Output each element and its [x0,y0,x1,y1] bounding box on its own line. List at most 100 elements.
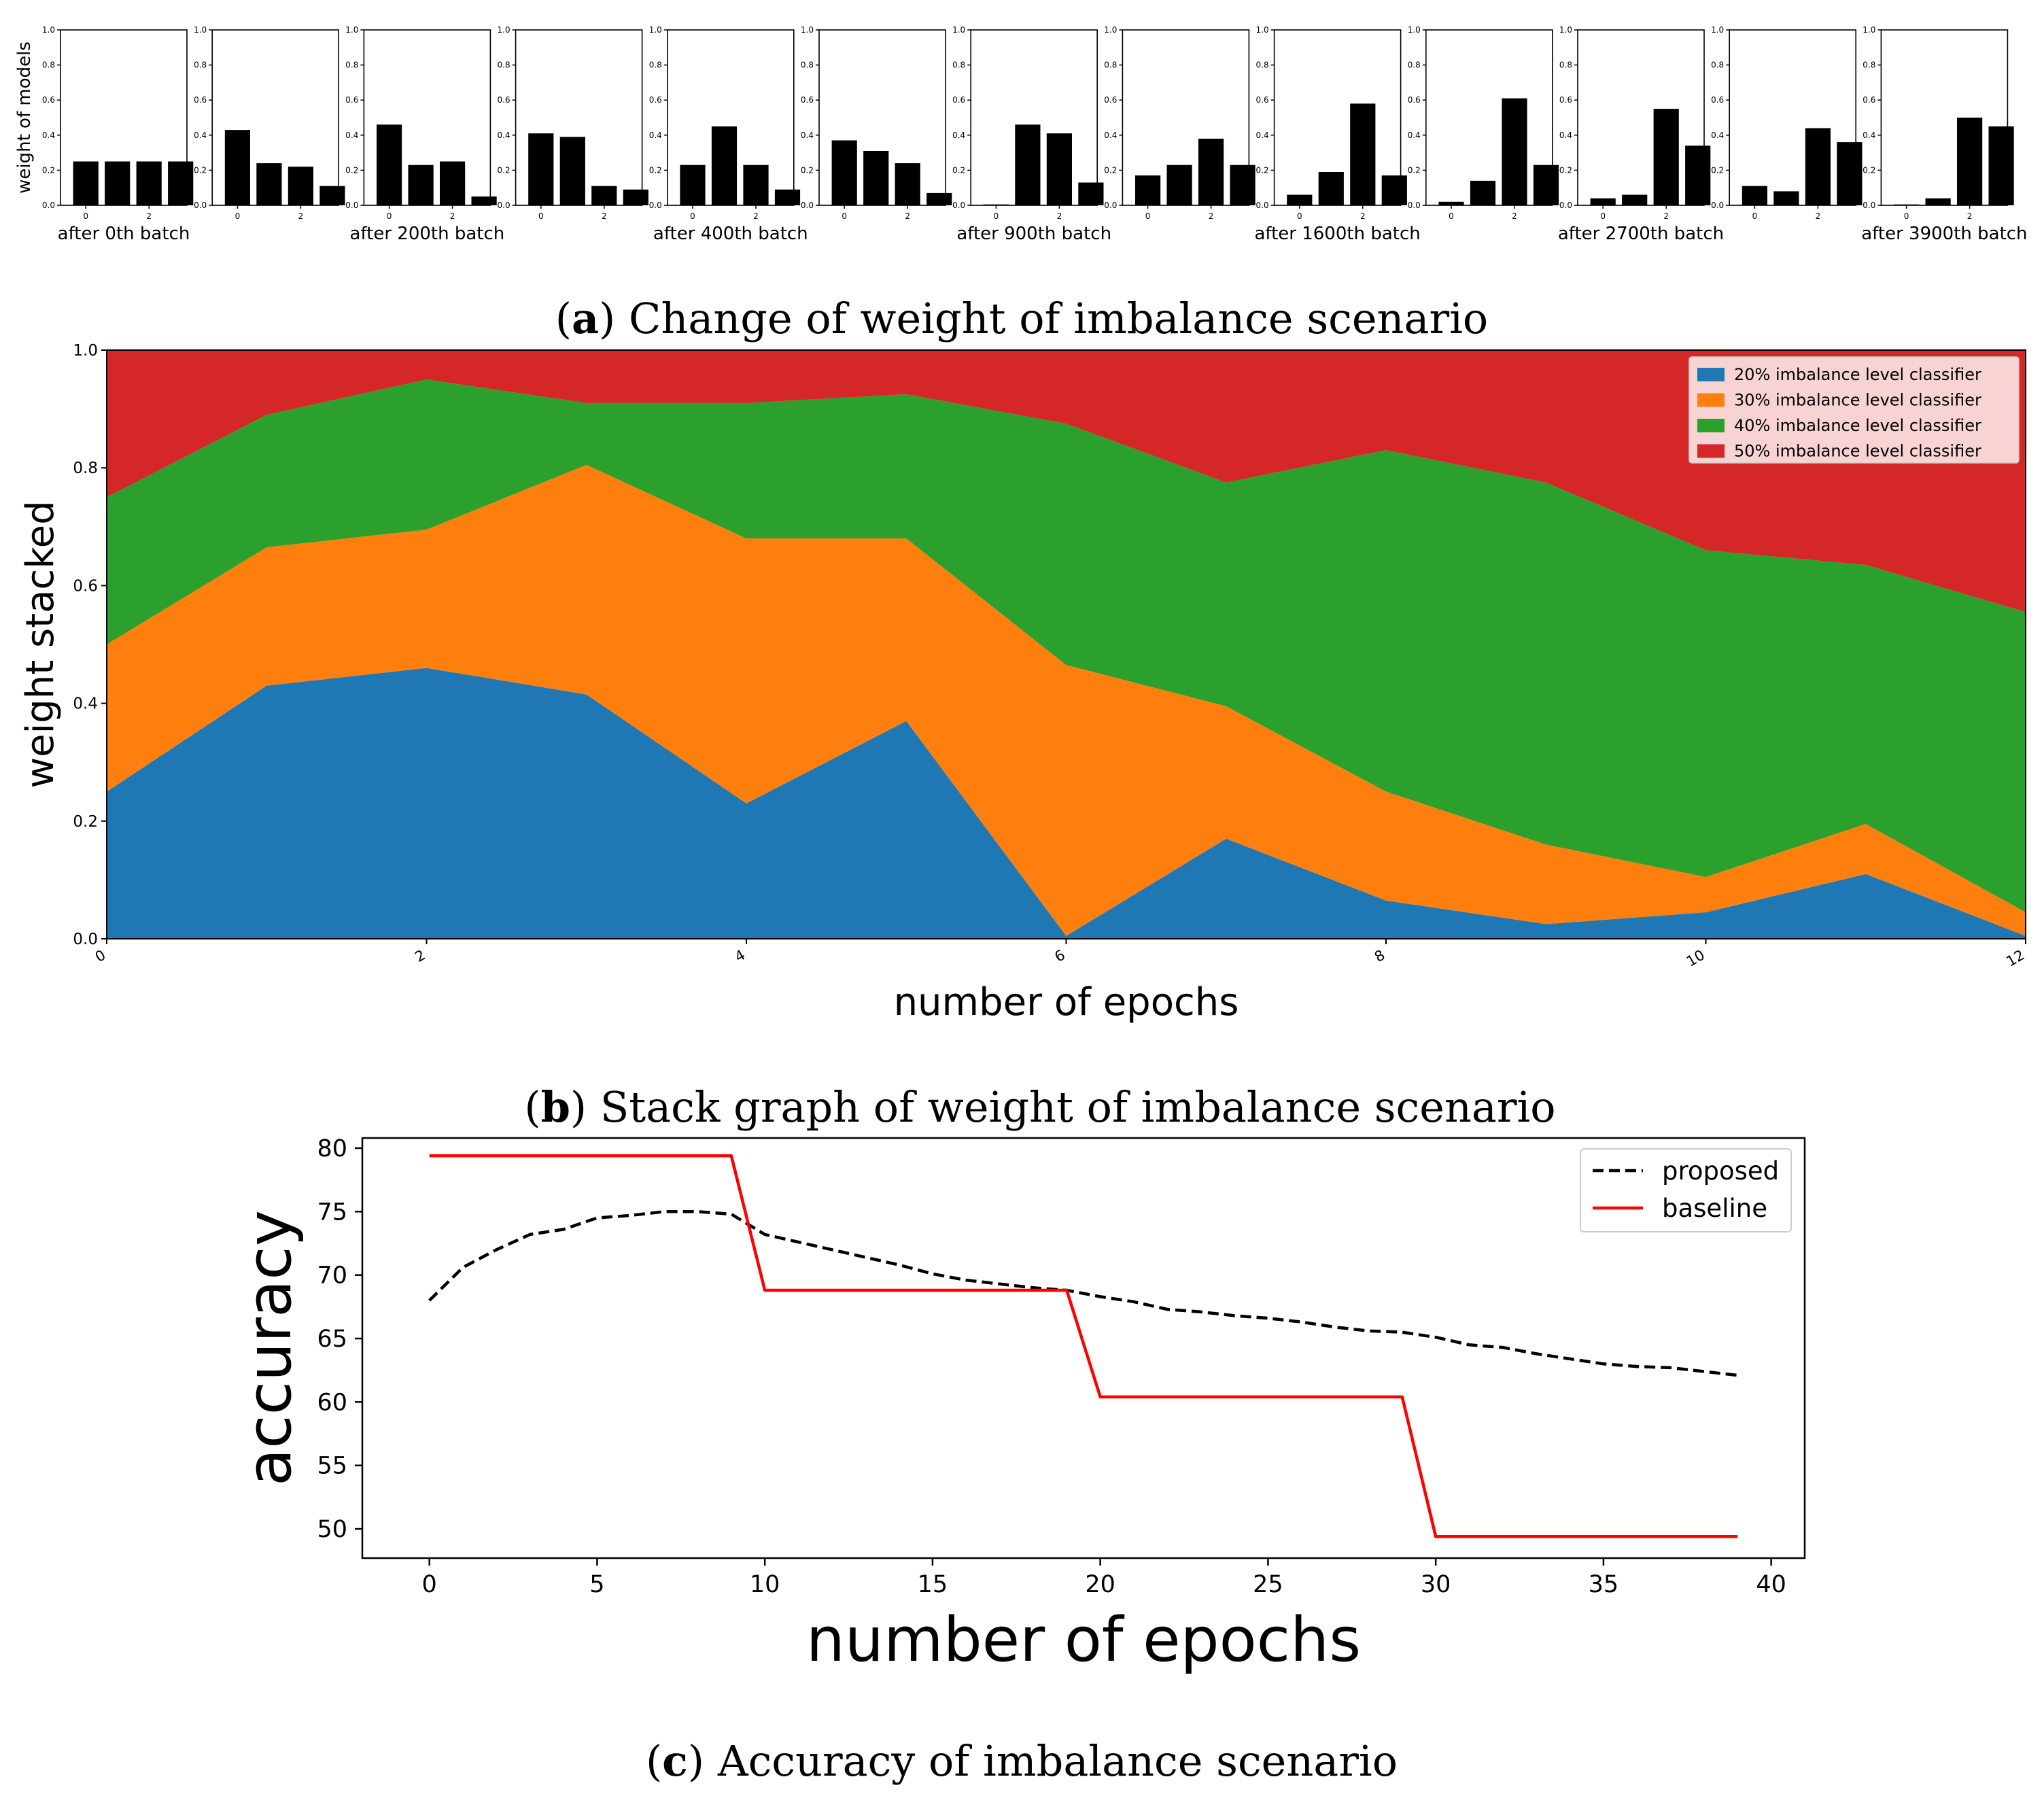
chart-a-bar [1046,133,1072,205]
chart-b-ytick-label: 0.8 [73,460,98,477]
chart-a-ytick-label: 0.6 [345,95,358,105]
chart-a-ytick-label: 0.8 [952,61,965,70]
chart-a-ytick-label: 0.2 [649,165,662,175]
chart-c-xlabel: number of epochs [806,1604,1361,1676]
chart-a-bar [471,196,497,205]
chart-a-ytick-label: 1.0 [649,25,662,35]
chart-a-axes-frame [60,29,188,206]
chart-a-ytick-label: 0.2 [1104,165,1117,175]
chart-b-legend-swatch-3 [1697,419,1725,432]
chart-a-ytick-label: 0.0 [1711,201,1724,210]
chart-a-bar [559,137,585,205]
chart-a-bar [319,186,345,205]
chart-a-ytick-label: 0.6 [649,95,662,105]
chart-a-xtick-label: 0 [1904,211,1909,221]
chart-b-xtick-label: 8 [1372,947,1388,965]
chart-c-xtick-label: 30 [1421,1571,1451,1598]
chart-a-ytick-label: 0.2 [1711,165,1724,175]
chart-b-ylabel: weight stacked [18,500,63,788]
chart-a-xtick-label: 0 [994,211,999,221]
chart-a-panel-label: after 2700th batch [1558,224,1724,244]
chart-a-ytick-label: 0.0 [1256,201,1269,210]
chart-a-panel-label: after 900th batch [956,224,1111,244]
chart-a-ytick-label: 0.2 [1256,165,1269,175]
chart-a-ytick-label: 1.0 [345,25,358,35]
chart-a-ytick-label: 0.4 [1408,131,1421,140]
chart-a-axes-frame [515,29,643,206]
chart-a-bar-panels: 0.0 0.2 0.4 0.6 0.8 1.0 0 2 after 0th batch 0.0 0.… [14,25,2028,244]
chart-b-legend [1688,356,2020,464]
chart-c-ytick-label: 60 [317,1389,347,1416]
chart-a-ytick-label: 1.0 [1408,25,1421,35]
chart-a-ytick-label: 0.2 [952,165,965,175]
chart-a-xtick-label: 2 [905,211,910,221]
chart-b-ytick-label: 0.0 [73,931,98,948]
chart-a-bar [1622,194,1648,205]
chart-a-bar [168,161,194,205]
chart-c-ylabel: accuracy [234,1210,305,1486]
chart-b-ytick-label: 0.4 [73,695,98,713]
chart-a-ytick-label: 0.6 [194,95,207,105]
chart-a-ytick-label: 0.4 [1711,131,1724,140]
chart-a-bar [926,192,952,205]
chart-a-panel-label: after 3900th batch [1861,224,2027,244]
chart-b-legend-swatch-1 [1697,368,1725,381]
chart-a-xtick-label: 0 [1600,211,1606,221]
caption-b-letter: b [541,1082,570,1132]
chart-a-bar [1166,165,1192,205]
chart-b-ytick-label: 0.6 [73,577,98,595]
chart-a-bar [1742,186,1767,205]
chart-a-xtick-label: 0 [235,211,241,221]
chart-a-xtick-label: 0 [1449,211,1454,221]
chart-b-xtick-label: 4 [732,947,748,965]
chart-c-ytick-label: 65 [317,1326,347,1353]
chart-a-bar [1925,198,1951,205]
chart-a-ytick-label: 0.4 [1863,131,1875,140]
chart-a-axes-frame [1577,29,1705,206]
chart-a-xtick-label: 2 [753,211,759,221]
chart-a-ytick-label: 0.6 [1863,95,1875,105]
chart-a-bar [1135,175,1161,205]
chart-a-bar [831,140,857,205]
chart-c-legend-label-baseline: baseline [1662,1194,1767,1223]
chart-a-ytick-label: 0.0 [1408,201,1421,210]
chart-a-ytick-label: 1.0 [498,25,510,35]
chart-a-panel-label: after 0th batch [58,224,190,244]
chart-a-ytick-label: 1.0 [952,25,965,35]
chart-a-axes-frame [1425,29,1553,206]
chart-a-ytick-label: 0.2 [194,165,207,175]
chart-a-bar [528,133,554,205]
chart-a-ytick-label: 1.0 [42,25,55,35]
chart-a-axes-frame [1122,29,1250,206]
chart-a-ytick-label: 0.8 [345,61,358,70]
chart-a-ytick-label: 0.2 [1408,165,1421,175]
chart-a-bar [1653,109,1679,205]
chart-c-xtick-label: 40 [1756,1571,1786,1598]
chart-b-stacked-area: 0.0 0.2 0.4 0.6 0.8 1.0 0 2 4 6 8 10 12 number of epo… [18,342,2028,1024]
chart-a-ytick-label: 0.8 [1256,61,1269,70]
chart-a-xtick-label: 2 [1209,211,1214,221]
chart-b-legend-label-4: 50% imbalance level classifier [1734,442,1981,461]
chart-a-ytick-label: 0.6 [1559,95,1572,105]
chart-b-ytick-label: 0.2 [73,813,98,831]
chart-a-ytick-label: 1.0 [1863,25,1875,35]
chart-c-ytick-label: 50 [317,1516,347,1543]
chart-a-bar [591,186,617,205]
chart-a-panel-label: after 200th batch [350,224,505,244]
chart-a-axes-frame [818,29,946,206]
chart-a-ytick-label: 0.0 [498,201,510,210]
chart-b-ytick-label: 1.0 [73,342,98,360]
chart-c-xtick-label: 35 [1589,1571,1619,1598]
chart-a-ytick-label: 0.4 [345,131,358,140]
chart-b-area-series-4 [107,350,2026,613]
chart-a-bar [863,151,889,205]
chart-a-ytick-label: 0.6 [801,95,814,105]
chart-a-ytick-label: 0.0 [42,201,55,210]
chart-b-legend-swatch-4 [1697,444,1725,458]
chart-a-bar [711,126,738,205]
chart-a-ytick-label: 0.4 [1256,131,1269,140]
chart-a-bar [774,189,801,205]
chart-a-axes-frame [1880,29,2009,206]
chart-a-ytick-label: 0.4 [42,131,55,140]
